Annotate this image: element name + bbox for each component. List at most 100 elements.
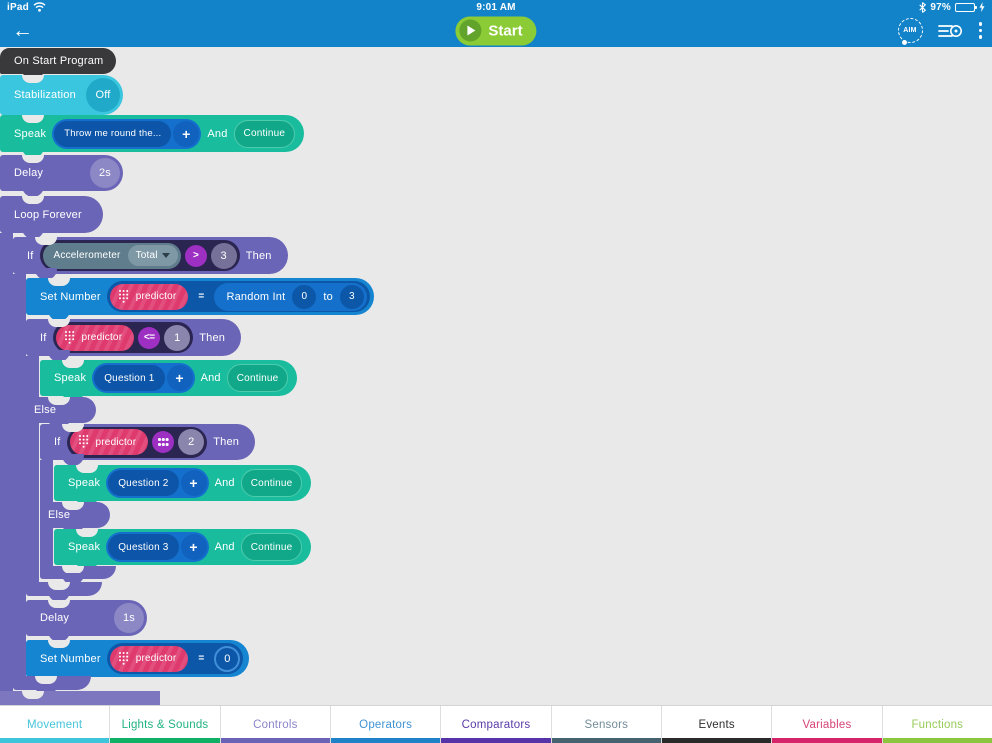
continue-toggle[interactable]: Continue	[240, 469, 303, 497]
if-accelerometer-spine[interactable]	[13, 274, 26, 676]
speak-text-field[interactable]: Question 2 +	[106, 468, 209, 498]
tab-color-strip	[110, 738, 220, 743]
delay-block[interactable]: Delay 1s	[26, 600, 147, 642]
and-label: And	[214, 541, 235, 553]
speak-question3-block[interactable]: Speak Question 3 + And Continue	[54, 529, 312, 571]
number-variable-icon	[78, 435, 89, 449]
battery-percent: 97%	[930, 1, 951, 13]
if-eq-end-cap[interactable]	[40, 566, 116, 585]
block-label: On Start Program	[14, 55, 104, 67]
delay-value[interactable]: 1s	[114, 603, 144, 633]
number-variable-icon	[118, 289, 129, 304]
sensor-name: Accelerometer	[53, 250, 121, 261]
variable-pill[interactable]: predictor	[55, 324, 135, 351]
random-min-value[interactable]: 0	[292, 284, 317, 309]
wifi-icon	[33, 2, 46, 12]
status-bar: iPad 9:01 AM 97%	[0, 0, 992, 14]
variable-pill[interactable]: predictor	[69, 429, 149, 455]
charging-bolt-icon	[979, 2, 985, 12]
if-le-spine[interactable]	[26, 356, 39, 582]
delay-block[interactable]: Delay 2s	[0, 155, 123, 197]
speed-settings-icon[interactable]	[937, 19, 963, 43]
variable-pill[interactable]: predictor	[109, 645, 189, 672]
tab-movement[interactable]: Movement	[0, 706, 110, 743]
else-block[interactable]: Else	[26, 397, 96, 429]
speak-text[interactable]: Question 2	[108, 470, 179, 496]
number-variable-icon	[64, 330, 75, 345]
block-label: Stabilization	[14, 89, 76, 101]
add-phrase-button[interactable]: +	[173, 120, 200, 147]
loop-end-cap[interactable]	[0, 691, 160, 705]
tab-events[interactable]: Events	[660, 706, 772, 743]
random-int-pill[interactable]: Random Int 0 to 3	[214, 282, 367, 311]
value-circle[interactable]: 0	[214, 645, 241, 672]
and-label: And	[207, 127, 228, 140]
speak-block[interactable]: Speak Throw me round the... + And Contin…	[0, 115, 305, 158]
add-phrase-button[interactable]: +	[166, 365, 193, 391]
less-equal-operator[interactable]: <=	[138, 326, 161, 349]
tab-operators[interactable]: Operators	[329, 706, 441, 743]
equals-sign: =	[198, 291, 205, 302]
clock: 9:01 AM	[476, 1, 516, 13]
tab-lights-sounds[interactable]: Lights & Sounds	[109, 706, 220, 743]
start-button[interactable]: Start	[455, 16, 537, 45]
continue-toggle[interactable]: Continue	[240, 533, 303, 561]
tab-variables[interactable]: Variables	[771, 706, 882, 743]
equals-operator[interactable]	[152, 431, 175, 453]
random-max-value[interactable]: 3	[339, 284, 364, 309]
number-variable-icon	[118, 651, 129, 666]
if-eq-block[interactable]: If predictor 2 Then	[40, 424, 256, 466]
if-accelerometer-end-cap[interactable]	[13, 676, 91, 696]
tab-color-strip	[220, 738, 330, 743]
tab-color-strip	[0, 738, 110, 743]
variable-pill[interactable]: predictor	[109, 283, 189, 310]
greater-than-operator[interactable]: >	[184, 244, 207, 267]
speak-text-field[interactable]: Question 3 +	[106, 532, 209, 562]
equals-sign: =	[198, 653, 205, 664]
tab-comparators[interactable]: Comparators	[440, 706, 551, 743]
speak-text-field[interactable]: Throw me round the... +	[52, 118, 202, 149]
block-category-tabbar: Movement Lights & Sounds Controls Operat…	[0, 705, 992, 743]
continue-toggle[interactable]: Continue	[226, 364, 289, 392]
continue-toggle[interactable]: Continue	[233, 119, 296, 148]
set-number-random-block[interactable]: Set Number predictor = Random Int 0 to 3	[26, 278, 374, 321]
speak-text[interactable]: Question 1	[94, 365, 165, 391]
back-button[interactable]: ←	[12, 19, 34, 42]
block-label: Loop Forever	[14, 208, 82, 221]
tab-sensors[interactable]: Sensors	[550, 706, 661, 743]
if-le-block[interactable]: If predictor <= 1 Then	[26, 319, 242, 362]
speak-text[interactable]: Question 3	[108, 534, 179, 560]
sensor-component-dropdown[interactable]: Total	[127, 245, 178, 266]
condition-group: Accelerometer Total > 3	[39, 240, 240, 271]
comparison-value[interactable]: 1	[164, 324, 191, 351]
loop-forever-block[interactable]: Loop Forever	[0, 196, 103, 239]
block-label: Speak	[54, 372, 87, 384]
block-label: Delay	[14, 167, 44, 179]
else-block[interactable]: Else	[40, 502, 110, 534]
add-phrase-button[interactable]: +	[180, 470, 207, 496]
more-menu-button[interactable]	[977, 20, 985, 41]
sensor-pill[interactable]: Accelerometer Total	[42, 242, 181, 269]
speak-question2-block[interactable]: Speak Question 2 + And Continue	[54, 465, 312, 507]
delay-value[interactable]: 2s	[90, 158, 120, 188]
if-accelerometer-block[interactable]: If Accelerometer Total > 3 Then	[13, 237, 288, 280]
speak-question1-block[interactable]: Speak Question 1 + And Continue	[40, 360, 298, 402]
speak-text[interactable]: Throw me round the...	[54, 120, 172, 147]
tab-functions[interactable]: Functions	[881, 706, 992, 743]
stabilization-block[interactable]: Stabilization Off	[0, 75, 123, 121]
program-canvas[interactable]: On Start Program Stabilization Off Speak…	[0, 47, 992, 705]
to-label: to	[323, 290, 333, 303]
bluetooth-icon	[919, 1, 927, 13]
speak-text-field[interactable]: Question 1 +	[92, 363, 195, 393]
aim-button[interactable]: AIM	[897, 18, 923, 45]
on-start-program-block[interactable]: On Start Program	[0, 48, 116, 80]
comparison-value[interactable]: 2	[178, 429, 205, 455]
stabilization-value[interactable]: Off	[86, 78, 120, 112]
if-le-end-cap[interactable]	[26, 582, 102, 602]
tab-controls[interactable]: Controls	[219, 706, 330, 743]
loop-forever-spine[interactable]	[0, 233, 13, 691]
then-label: Then	[245, 249, 272, 262]
add-phrase-button[interactable]: +	[180, 534, 207, 560]
comparison-value[interactable]: 3	[210, 242, 237, 269]
set-number-zero-block[interactable]: Set Number predictor = 0	[26, 640, 250, 683]
